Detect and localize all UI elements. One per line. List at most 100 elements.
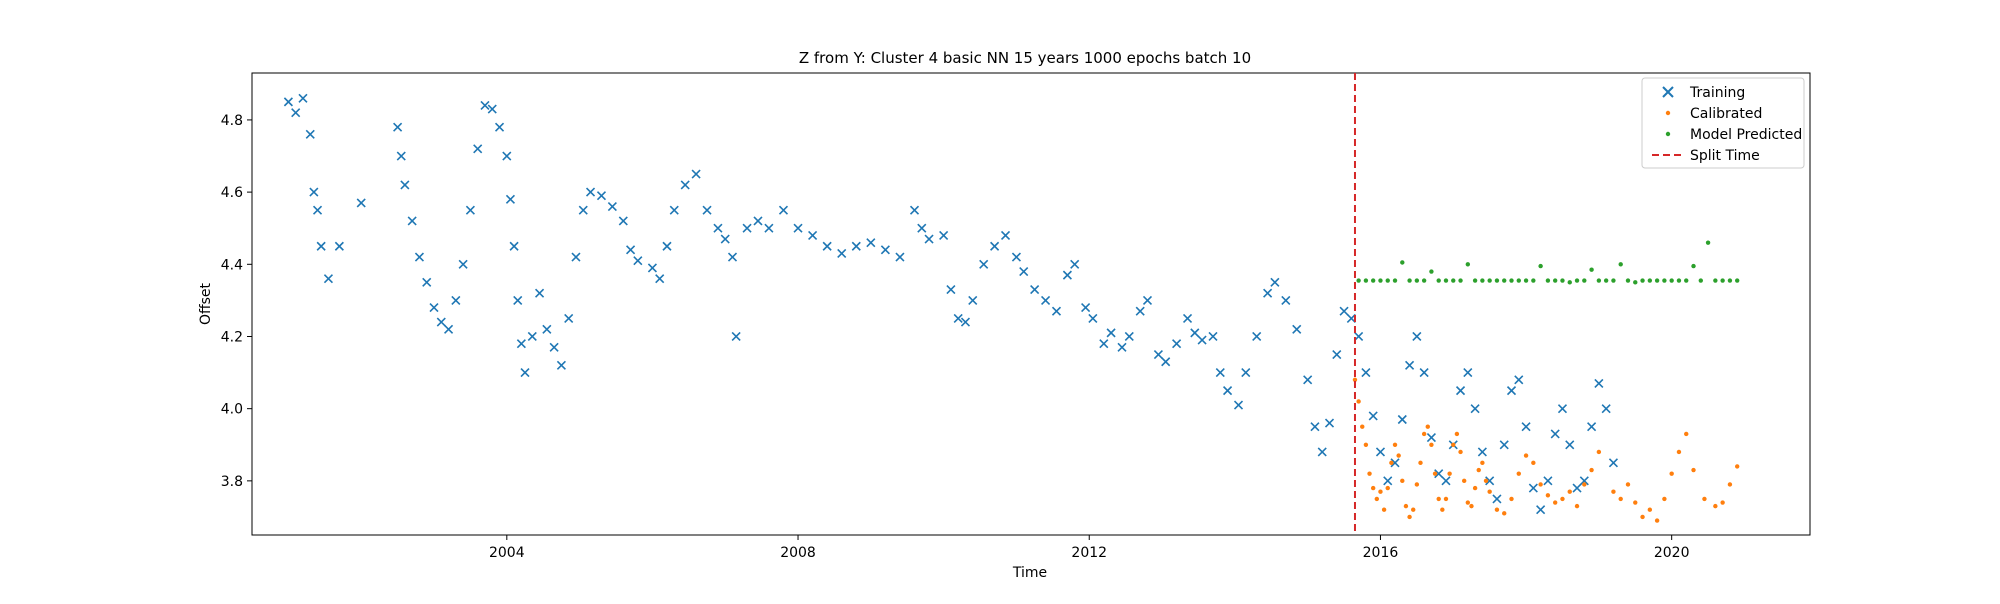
training-point (1441, 476, 1451, 486)
training-point (1397, 414, 1407, 425)
training-point (1412, 331, 1422, 342)
training-point (1572, 483, 1582, 493)
calibrated-point (1509, 496, 1514, 502)
legend-marker-training (1662, 86, 1674, 98)
training-point-stroke (291, 108, 301, 118)
training-point-stroke (1051, 306, 1062, 316)
training-point-stroke (1397, 414, 1407, 425)
x-axis-label: Time (1012, 565, 1047, 581)
training-point (1099, 339, 1109, 349)
x-axis: 2004 2008 2012 2016 2020 (489, 535, 1690, 561)
training-point-stroke (1106, 328, 1116, 338)
training-point (1463, 368, 1473, 378)
training-point (1477, 447, 1487, 457)
training-point (596, 191, 607, 201)
training-point-stroke (1324, 418, 1335, 428)
model-predicted-point (1625, 278, 1631, 283)
training-point (1579, 476, 1589, 486)
calibrated-point (1432, 471, 1438, 476)
training-point-stroke (691, 169, 701, 179)
training-point (851, 241, 861, 251)
calibrated-point (1476, 467, 1481, 473)
training-point (1153, 349, 1163, 360)
calibrated-point (1440, 507, 1445, 512)
training-point-stroke (1000, 230, 1011, 240)
calibrated-point (1418, 460, 1423, 466)
training-point (1117, 342, 1127, 352)
training-point-stroke (535, 288, 545, 298)
training-point-stroke (866, 238, 876, 248)
y-axis: 3.8 4.0 4.2 4.4 4.6 4.8 (221, 113, 252, 490)
model-predicted-point (1727, 278, 1733, 283)
model-predicted-point (1502, 278, 1507, 283)
training-point-stroke (1332, 349, 1342, 360)
training-point-stroke (393, 122, 403, 132)
training-point-stroke (1099, 339, 1109, 349)
training-point-stroke (880, 245, 890, 255)
training-point (1051, 306, 1062, 316)
training-point (895, 252, 905, 262)
training-point-stroke (742, 223, 752, 233)
model-predicted-point (1465, 262, 1471, 267)
training-point (520, 368, 530, 378)
training-point-stroke (778, 205, 789, 215)
training-point-stroke (1270, 277, 1280, 287)
calibrated-point (1596, 449, 1602, 455)
calibrated-point (1502, 511, 1507, 516)
training-point (946, 284, 956, 295)
training-point (1514, 375, 1524, 385)
training-point-stroke (520, 368, 530, 378)
calibrated-point (1654, 518, 1660, 523)
calibrated-point (1447, 471, 1452, 476)
model-predicted-point (1436, 278, 1441, 283)
training-point-stroke (1565, 440, 1575, 450)
legend-label-model-predicted: Model Predicted (1690, 127, 1802, 143)
y-tick-label: 4.0 (221, 402, 243, 418)
model-predicted-point (1356, 278, 1361, 283)
training-point-stroke (1441, 476, 1451, 486)
training-point-stroke (764, 223, 774, 233)
training-point-stroke (1572, 483, 1582, 493)
calibrated-point (1367, 471, 1372, 476)
model-predicted-point (1596, 278, 1602, 283)
training-point (1270, 277, 1280, 287)
model-predicted-series-layer (1356, 240, 1740, 285)
training-point (1241, 368, 1251, 378)
training-point-stroke (1281, 295, 1291, 305)
training-point (1601, 404, 1611, 414)
calibrated-point (1618, 496, 1623, 502)
calibrated-point (1374, 496, 1380, 502)
training-point (316, 241, 326, 251)
y-axis-label: Offset (198, 282, 214, 325)
model-predicted-point (1451, 278, 1456, 283)
calibrated-point (1487, 489, 1492, 494)
training-point (1161, 357, 1171, 367)
model-predicted-point (1370, 278, 1376, 283)
training-point-stroke (895, 252, 905, 262)
training-point-stroke (1434, 469, 1444, 479)
training-point (422, 277, 432, 287)
training-point (1594, 378, 1604, 388)
training-point (407, 216, 417, 226)
model-predicted-point (1538, 263, 1543, 269)
training-point-stroke (1190, 328, 1200, 338)
training-point (578, 205, 588, 215)
training-point (1543, 476, 1553, 486)
training-point (1208, 331, 1218, 342)
training-point (1536, 505, 1546, 515)
x-tick-label: 2020 (1654, 545, 1690, 561)
training-point (298, 93, 308, 103)
training-point (571, 252, 581, 262)
training-point-stroke (1223, 386, 1233, 396)
training-point (880, 245, 890, 255)
training-point (909, 205, 920, 215)
model-predicted-point (1385, 278, 1390, 283)
calibrated-point (1443, 496, 1449, 502)
model-predicted-point (1472, 278, 1478, 283)
training-point-stroke (1208, 331, 1218, 342)
training-point (1303, 375, 1313, 385)
training-point (979, 259, 989, 269)
training-point-stroke (451, 295, 461, 305)
training-point-stroke (1383, 476, 1393, 486)
calibrated-point (1552, 500, 1558, 505)
